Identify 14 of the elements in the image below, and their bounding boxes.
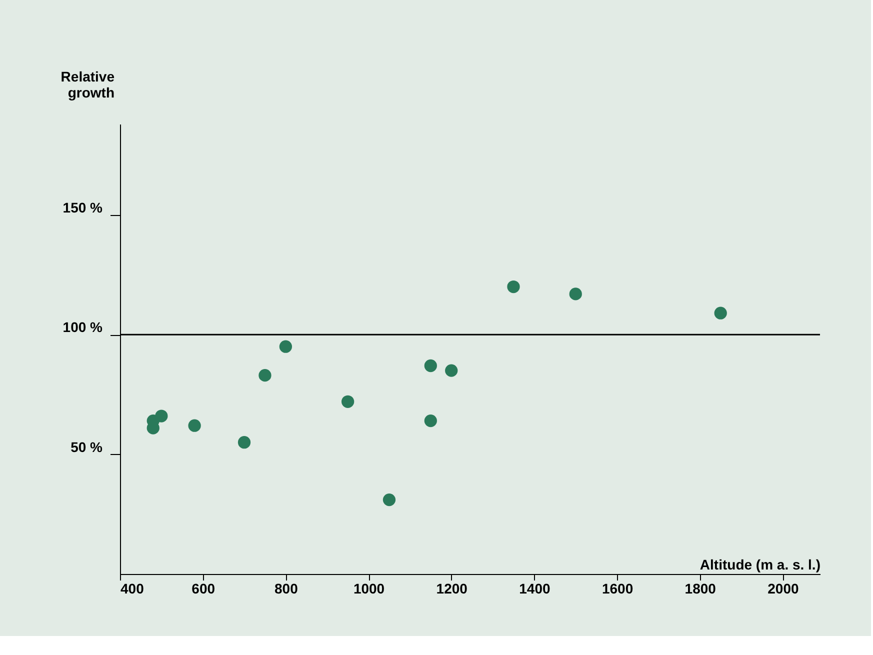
y-tick-label: 150 %: [62, 199, 104, 216]
x-tick-label: 400: [120, 580, 144, 596]
y-tick-label: 50 %: [70, 438, 104, 455]
x-tick-label: 1200: [436, 580, 468, 596]
x-tick-label: 1400: [519, 580, 550, 596]
x-tick-label: 800: [274, 580, 298, 596]
x-axis-title: Altitude (m a. s. l.): [700, 556, 820, 572]
y-axis-title: Relative growth: [60, 68, 115, 100]
y-tick-label: 100 %: [62, 319, 104, 336]
x-tick-label: 1800: [684, 580, 716, 596]
x-tick-label: 2000: [768, 580, 799, 596]
x-tick-label: 1600: [602, 580, 634, 596]
x-tick-label: 1000: [353, 580, 385, 596]
x-tick-label: 600: [192, 580, 216, 596]
